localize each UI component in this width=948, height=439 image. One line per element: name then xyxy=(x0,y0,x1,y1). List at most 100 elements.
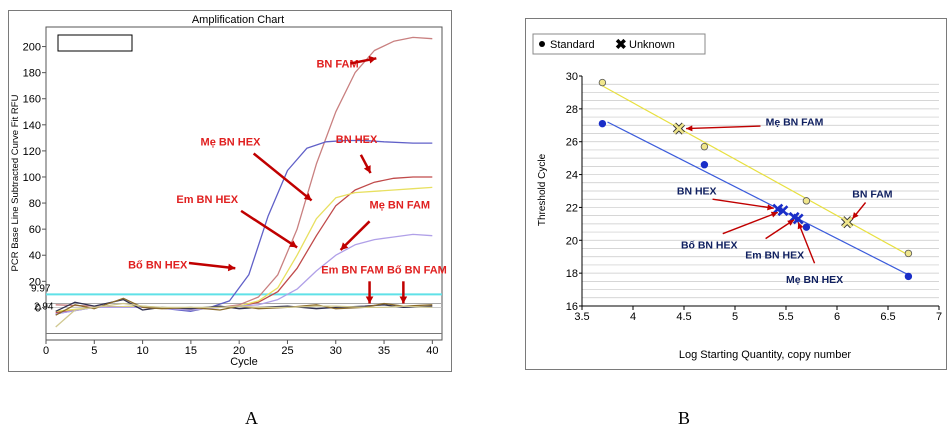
standard-point xyxy=(904,249,913,258)
annotation-arrow-head xyxy=(363,165,371,174)
y-tick-label: 200 xyxy=(23,42,41,54)
fit-line-2 xyxy=(607,121,909,276)
annotation-arrow-head xyxy=(368,55,377,64)
annotation-label: BN HEX xyxy=(336,134,378,146)
annotation-arrow-head xyxy=(770,211,778,218)
x-tick-label: 6 xyxy=(834,311,840,323)
unknown-point xyxy=(841,216,854,229)
x-tick-label: 30 xyxy=(330,345,342,357)
x-tick-label: 0 xyxy=(43,345,49,357)
y-tick-label: 180 xyxy=(23,68,41,80)
annotation-arrow-shaft xyxy=(252,152,313,202)
y-tick-label: 22 xyxy=(566,202,578,214)
annotation-arrow-head xyxy=(767,204,774,211)
y-tick-label: 80 xyxy=(29,198,41,210)
annotation-label: BN FAM xyxy=(316,58,358,70)
y-tick-label: 24 xyxy=(566,170,578,182)
annotation-arrow-head xyxy=(797,222,804,230)
y-tick-label: 20 xyxy=(29,276,41,288)
y-tick-label: 18 xyxy=(566,268,578,280)
y-tick-label: 60 xyxy=(29,224,41,236)
x-tick-label: 40 xyxy=(426,345,438,357)
x-tick-label: 5 xyxy=(732,311,738,323)
standard-point xyxy=(700,142,709,151)
annotation-arrow-shaft xyxy=(722,211,779,235)
unknown-point xyxy=(672,122,685,135)
chart-b-ylabel: Threshold Cycle xyxy=(537,153,548,226)
annotation-arrow-head xyxy=(399,296,408,304)
y-tick-label: 28 xyxy=(566,104,578,116)
standard-point xyxy=(802,197,811,205)
y-tick-label: 40 xyxy=(29,250,41,262)
standard-point xyxy=(598,119,607,128)
x-tick-label: 25 xyxy=(281,345,293,357)
x-tick-label: 20 xyxy=(233,345,245,357)
y-tick-label: 20 xyxy=(566,235,578,247)
annotation-arrow-head xyxy=(365,296,374,304)
unknown-point xyxy=(792,213,804,225)
x-tick-label: 5.5 xyxy=(778,311,793,323)
chart-b-xlabel: Log Starting Quantity, copy number xyxy=(679,349,852,361)
x-tick-label: 6.5 xyxy=(880,311,895,323)
legend: Standard ✖ Unknown xyxy=(532,33,706,55)
panel-label-b: B xyxy=(678,408,691,428)
x-tick-label: 15 xyxy=(185,345,197,357)
legend-empty-box xyxy=(57,34,133,52)
standard-point xyxy=(598,78,607,87)
annotation-arrow-shaft xyxy=(188,261,236,270)
amplification-curve-8 xyxy=(55,302,433,328)
annotation-label: Mẹ BN FAM xyxy=(766,116,824,128)
annotation-label: Em BN HEX xyxy=(176,194,238,206)
annotation-arrow-head xyxy=(686,125,693,132)
annotation-arrow-head xyxy=(289,240,298,248)
y-tick-label: 16 xyxy=(566,301,578,313)
threshold-label-upper: 9.97 xyxy=(31,283,51,294)
x-tick-label: 4 xyxy=(630,311,636,323)
annotation-label: Bố BN HEX xyxy=(128,259,188,271)
x-tick-label: 10 xyxy=(136,345,148,357)
legend-standard-label: Standard xyxy=(550,39,595,51)
unknown-point-stroke xyxy=(841,216,853,228)
legend-unknown-label: Unknown xyxy=(629,39,675,51)
unknown-point-stroke xyxy=(792,213,804,225)
standard-point xyxy=(904,272,913,281)
standard-curve-chart: Standard ✖ Unknown Mẹ BN FAM BN FAM BN HEX… xyxy=(525,18,947,370)
annotation-label: Mẹ BN FAM xyxy=(370,199,431,211)
legend-standard-marker xyxy=(539,41,545,47)
fit-line-1 xyxy=(602,85,909,256)
chart-a-ylabel: PCR Base Line Subtracted Curve Fit RFU xyxy=(10,94,21,271)
unknown-point xyxy=(777,205,789,217)
legend-unknown-marker: ✖ xyxy=(615,36,627,52)
annotation-label: Bố BN FAM xyxy=(387,264,447,276)
x-tick-label: 4.5 xyxy=(676,311,691,323)
y-tick-label: 26 xyxy=(566,137,578,149)
annotation-label: BN HEX xyxy=(677,185,717,197)
chart-a-xlabel: Cycle xyxy=(230,356,258,368)
annotation-arrow-shaft xyxy=(797,221,816,264)
standard-point xyxy=(802,223,811,231)
annotation-label: Bố BN HEX xyxy=(681,240,738,252)
chart-a-title: Amplification Chart xyxy=(192,14,284,26)
x-tick-label: 5 xyxy=(91,345,97,357)
annotation-label: Mẹ BN HEX xyxy=(786,274,843,286)
annotation-arrow-head xyxy=(227,263,236,272)
annotation-arrow-shaft xyxy=(686,125,761,130)
x-tick-label: 3.5 xyxy=(574,311,589,323)
unknown-point-stroke xyxy=(777,205,789,217)
unknown-point-stroke xyxy=(772,203,784,215)
annotation-label: Mẹ BN HEX xyxy=(201,137,262,149)
annotation-label: Em BN FAM xyxy=(321,264,383,276)
y-tick-label: 140 xyxy=(23,120,41,132)
y-tick-label: 100 xyxy=(23,172,41,184)
annotation-label: BN FAM xyxy=(852,189,893,201)
x-tick-label: 7 xyxy=(936,311,942,323)
standard-point xyxy=(700,161,709,169)
panel-label-a: A xyxy=(245,408,258,428)
y-tick-label: 30 xyxy=(566,71,578,83)
annotation-label: Em BN HEX xyxy=(745,249,804,261)
annotation-arrow-shaft xyxy=(240,209,298,249)
x-tick-label: 35 xyxy=(378,345,390,357)
y-tick-label: 160 xyxy=(23,94,41,106)
unknown-point-stroke xyxy=(673,123,685,134)
